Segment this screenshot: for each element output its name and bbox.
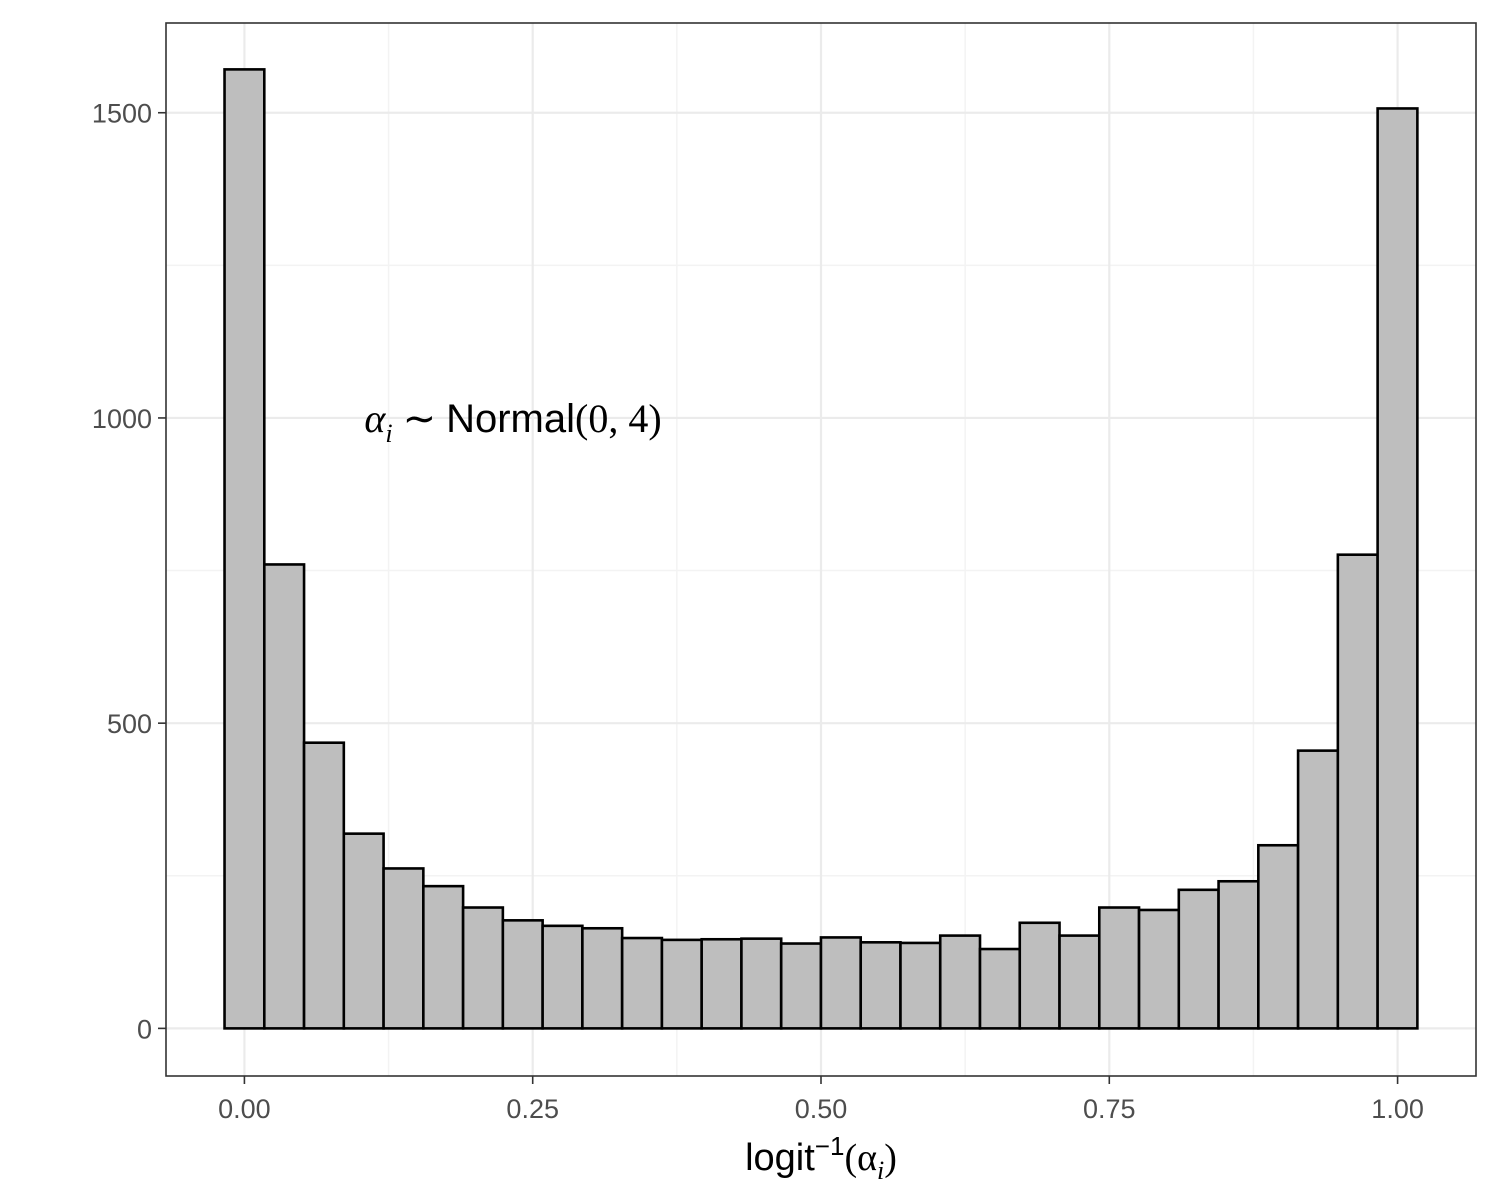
histogram-bar [541, 924, 584, 1030]
histogram-bar [1336, 553, 1379, 1030]
y-tick-label: 0 [137, 1014, 152, 1044]
histogram-bar [382, 867, 425, 1030]
annotation-params: (0, 4) [575, 396, 662, 441]
histogram-bar [342, 832, 385, 1030]
x-tick-label: 0.25 [506, 1094, 559, 1124]
x-tick-label: 0.50 [795, 1094, 848, 1124]
y-tick-label: 1500 [92, 99, 152, 129]
y-tick-label: 500 [107, 709, 152, 739]
x-axis-title: logit−1(αi) [745, 1131, 897, 1185]
histogram-bar [1257, 843, 1300, 1030]
histogram-bar [581, 926, 624, 1030]
histogram-bar [1296, 749, 1340, 1030]
histogram-bar [779, 942, 823, 1030]
x-axis-title-func: logit [745, 1137, 815, 1179]
histogram-bar [302, 741, 346, 1030]
histogram-bar [859, 941, 902, 1030]
x-axis-title-open: (α [844, 1137, 877, 1179]
histogram-bar [819, 936, 863, 1030]
y-tick-label: 1000 [92, 404, 152, 434]
histogram-bar [1058, 934, 1101, 1030]
histogram-bar [700, 937, 743, 1030]
histogram-bar [1137, 908, 1181, 1030]
histogram-bar [740, 937, 783, 1030]
histogram-bar [660, 938, 703, 1030]
annotation-dist: Normal [446, 397, 575, 441]
annotation-tilde: ∼ [403, 396, 437, 441]
x-axis-title-close: ) [884, 1137, 897, 1179]
histogram-bar [978, 947, 1022, 1030]
annotation-alpha: α [364, 396, 386, 441]
x-axis-title-sup: −1 [815, 1131, 845, 1161]
histogram-bar [1217, 879, 1260, 1030]
histogram-bar [1097, 906, 1141, 1030]
x-tick-label: 0.75 [1083, 1094, 1136, 1124]
x-tick-label: 0.00 [218, 1094, 271, 1124]
histogram-bar [1376, 107, 1419, 1030]
histogram-bar [1177, 888, 1220, 1030]
histogram-bar [223, 68, 266, 1030]
histogram-bar [461, 906, 505, 1030]
histogram-bar [262, 563, 306, 1030]
x-tick-label: 1.00 [1371, 1094, 1424, 1124]
histogram-bar [422, 884, 465, 1030]
axis-ticks: 0.00 0.25 0.50 0.75 1.00 0 500 1000 1500 [92, 99, 1424, 1124]
histogram-bar [899, 941, 942, 1030]
histogram-bar [1018, 921, 1061, 1030]
distribution-annotation: αi ∼ Normal(0, 4) [364, 396, 661, 448]
x-axis-title-sub: i [877, 1156, 884, 1185]
histogram-bar [938, 934, 982, 1030]
histogram-bar [501, 919, 544, 1030]
histogram-bars [223, 68, 1419, 1030]
annotation-alpha-sub: i [385, 419, 392, 448]
histogram-bar [620, 936, 664, 1030]
